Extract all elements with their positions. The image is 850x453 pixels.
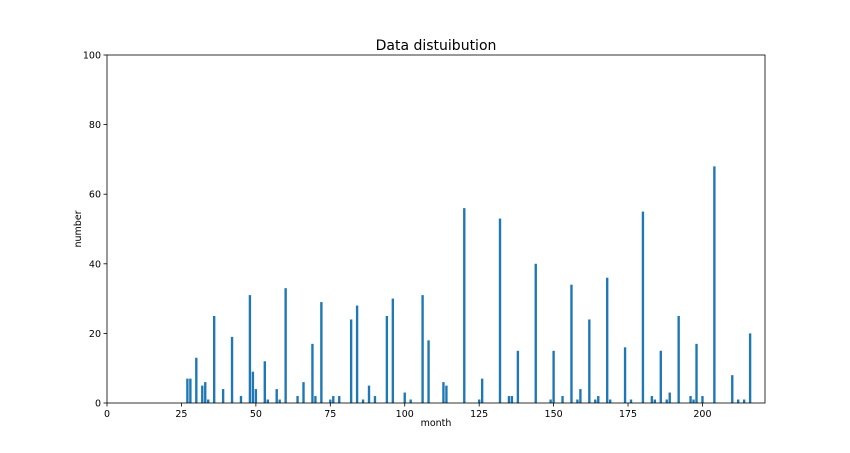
bar <box>320 302 323 403</box>
bar <box>737 399 740 403</box>
bar <box>230 336 234 403</box>
bar <box>275 389 278 403</box>
bar <box>302 382 305 403</box>
bar <box>629 399 633 403</box>
bar <box>403 392 406 403</box>
bar <box>189 378 192 403</box>
bar <box>201 385 204 403</box>
bar <box>409 399 412 403</box>
x-tick-label: 0 <box>104 409 110 420</box>
x-axis-ticks: 0 25 50 75 100 125 150 175 200 <box>104 403 712 420</box>
bar <box>480 378 484 403</box>
x-tick-label: 25 <box>175 409 187 420</box>
y-tick-label: 40 <box>89 259 101 270</box>
bar <box>463 208 466 403</box>
bar <box>641 211 645 403</box>
bar <box>349 319 353 403</box>
bar <box>263 361 266 403</box>
bar <box>659 350 662 403</box>
bar <box>373 396 377 403</box>
bar <box>477 399 481 403</box>
bar <box>221 389 225 403</box>
bar <box>251 371 255 403</box>
y-axis-label: number <box>73 210 84 247</box>
bar <box>534 263 537 403</box>
y-tick-label: 80 <box>89 120 101 131</box>
bar <box>576 399 579 403</box>
bar <box>701 396 704 403</box>
bar <box>498 218 502 403</box>
x-tick-label: 50 <box>250 409 262 420</box>
bar <box>361 399 365 403</box>
bar <box>239 396 243 403</box>
bar <box>445 385 448 403</box>
y-axis-ticks: 0 20 40 60 80 100 <box>83 51 107 410</box>
bar <box>254 389 258 403</box>
x-tick-label: 150 <box>545 409 563 420</box>
bar <box>338 396 341 403</box>
bar <box>552 350 555 403</box>
bar <box>731 375 734 403</box>
bar <box>207 399 210 403</box>
bar <box>570 284 573 403</box>
bar <box>748 333 752 403</box>
bar <box>713 166 716 403</box>
bar <box>588 319 591 403</box>
bar <box>507 396 511 403</box>
bar <box>296 396 299 403</box>
bar <box>195 357 198 403</box>
bar <box>692 399 695 403</box>
bar <box>332 396 335 403</box>
x-tick-label: 200 <box>693 409 711 420</box>
bar <box>689 396 692 403</box>
bar <box>212 316 216 403</box>
bar <box>650 396 654 403</box>
y-tick-label: 100 <box>83 51 101 62</box>
bar <box>623 347 627 403</box>
bar <box>284 288 287 403</box>
bar <box>355 305 359 403</box>
y-tick-label: 60 <box>89 190 101 201</box>
x-tick-label: 100 <box>396 409 414 420</box>
bar <box>516 350 520 403</box>
chart-title: Data distuibution <box>376 38 497 54</box>
bar <box>549 399 552 403</box>
bar <box>695 343 698 403</box>
bar <box>311 343 314 403</box>
y-tick-label: 0 <box>95 399 101 410</box>
plot-area-frame <box>106 54 766 404</box>
bar <box>421 295 424 403</box>
bar <box>442 382 445 403</box>
bar <box>314 396 317 403</box>
bar <box>579 389 582 403</box>
bar <box>391 298 395 403</box>
x-axis-label: month <box>421 418 452 429</box>
x-tick-label: 175 <box>619 409 637 420</box>
bar <box>561 396 564 403</box>
bar <box>266 399 269 403</box>
bar <box>510 396 514 403</box>
bar <box>608 399 612 403</box>
bar <box>186 378 189 403</box>
bar <box>677 316 680 403</box>
bar <box>665 399 668 403</box>
bars-group <box>186 166 752 403</box>
bar <box>597 396 600 403</box>
bar <box>204 382 207 403</box>
bar <box>278 399 281 403</box>
x-tick-label: 125 <box>470 409 488 420</box>
bar <box>385 316 389 403</box>
bar <box>742 399 746 403</box>
bar <box>367 385 371 403</box>
x-tick-label: 75 <box>324 409 336 420</box>
bar <box>329 399 332 403</box>
bar <box>427 340 430 403</box>
bar <box>594 399 597 403</box>
bar <box>248 295 252 403</box>
y-tick-label: 20 <box>89 329 101 340</box>
bar <box>606 277 609 403</box>
bar <box>668 392 671 403</box>
bar <box>653 399 657 403</box>
